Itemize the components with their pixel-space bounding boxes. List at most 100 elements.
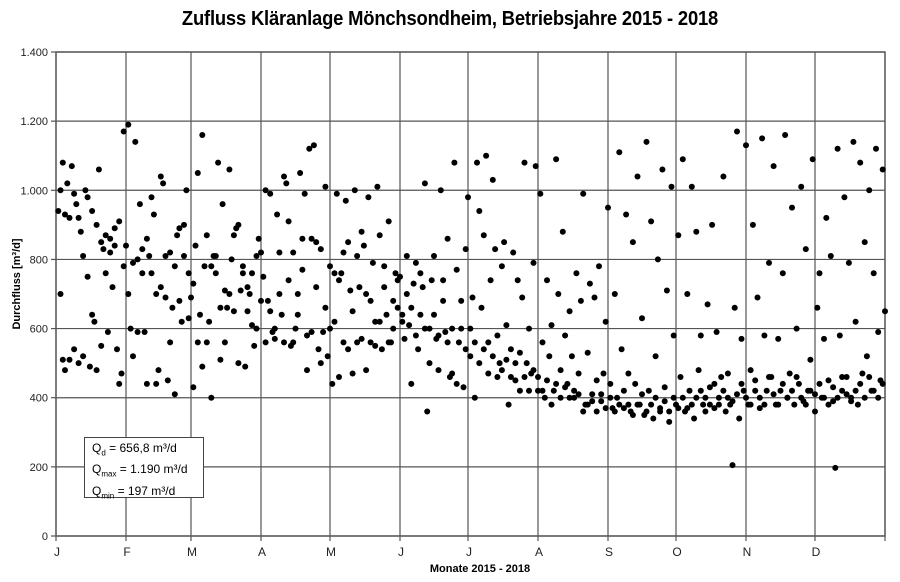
data-point: [363, 367, 370, 374]
data-point: [548, 322, 555, 329]
data-point: [684, 405, 691, 412]
data-point: [476, 208, 483, 214]
data-point: [821, 335, 827, 342]
data-point: [870, 270, 877, 277]
data-point: [331, 270, 338, 277]
data-point: [73, 201, 80, 208]
data-point: [861, 394, 868, 401]
data-point: [743, 394, 749, 401]
data-point: [471, 339, 478, 346]
data-point: [385, 339, 392, 346]
data-point: [843, 391, 850, 398]
data-point: [313, 239, 320, 246]
data-point: [345, 346, 352, 353]
data-point: [763, 387, 770, 394]
x-tick-label: M: [326, 545, 336, 559]
data-point: [401, 335, 408, 342]
data-point: [378, 346, 385, 353]
data-point: [349, 370, 356, 377]
data-point: [274, 211, 281, 218]
data-point: [64, 180, 71, 187]
data-point: [381, 284, 388, 291]
data-point: [629, 239, 636, 246]
data-point: [399, 311, 406, 318]
data-point: [226, 166, 233, 173]
data-point: [593, 377, 600, 384]
data-point: [691, 415, 698, 422]
data-point: [501, 239, 508, 246]
data-point: [111, 225, 118, 232]
y-tick-label: 1.200: [20, 116, 48, 128]
data-point: [598, 391, 605, 398]
data-point: [611, 291, 618, 297]
data-point: [327, 325, 333, 332]
data-point: [449, 325, 456, 332]
data-point: [697, 387, 704, 394]
data-point: [770, 391, 777, 398]
data-point: [812, 408, 818, 415]
data-point: [460, 384, 467, 391]
data-point: [419, 284, 426, 291]
data-point: [591, 294, 598, 301]
data-point: [839, 374, 846, 380]
x-tick-label: D: [812, 545, 821, 559]
data-point: [514, 277, 521, 284]
data-point: [740, 387, 747, 394]
data-point: [709, 221, 716, 228]
y-tick-label: 1.000: [20, 185, 48, 197]
data-point: [584, 401, 591, 408]
data-point: [262, 339, 269, 346]
data-point: [120, 263, 127, 270]
data-point: [308, 329, 315, 335]
data-point: [852, 387, 859, 394]
data-point: [123, 242, 129, 249]
data-point: [777, 387, 784, 394]
data-point: [593, 408, 600, 415]
data-point: [95, 166, 102, 173]
data-point: [390, 297, 397, 304]
data-point: [793, 325, 800, 332]
data-point: [706, 401, 713, 408]
data-point: [879, 380, 886, 387]
data-point: [194, 170, 201, 176]
data-point: [354, 339, 361, 346]
data-point: [338, 270, 345, 277]
data-point: [365, 194, 372, 201]
data-point: [431, 311, 437, 318]
data-point: [562, 332, 569, 339]
data-point: [451, 159, 458, 166]
data-point: [458, 325, 465, 332]
data-point: [523, 360, 530, 367]
x-tick-label: S: [605, 545, 613, 559]
data-point: [116, 218, 123, 225]
data-point: [489, 353, 496, 360]
data-point: [68, 163, 75, 170]
data-point: [120, 128, 127, 135]
data-point: [639, 391, 645, 398]
data-point: [848, 398, 855, 405]
data-point: [503, 322, 510, 329]
data-point: [59, 356, 66, 363]
data-point: [134, 256, 141, 263]
data-point: [417, 270, 424, 277]
data-point: [469, 294, 476, 301]
data-point: [462, 246, 469, 253]
data-point: [834, 394, 841, 401]
data-point: [620, 387, 627, 394]
data-point: [756, 394, 763, 401]
data-point: [100, 246, 107, 253]
data-point: [77, 228, 84, 235]
data-point: [153, 380, 160, 387]
data-point: [465, 194, 471, 201]
data-point: [385, 218, 392, 225]
x-tick-label: A: [258, 545, 266, 559]
data-point: [467, 353, 474, 360]
data-point: [421, 180, 428, 187]
data-point: [879, 166, 886, 173]
data-point: [276, 249, 283, 256]
data-point: [435, 332, 442, 339]
data-point: [666, 408, 673, 415]
data-point: [670, 394, 677, 401]
data-point: [784, 394, 791, 401]
data-point: [336, 277, 342, 284]
